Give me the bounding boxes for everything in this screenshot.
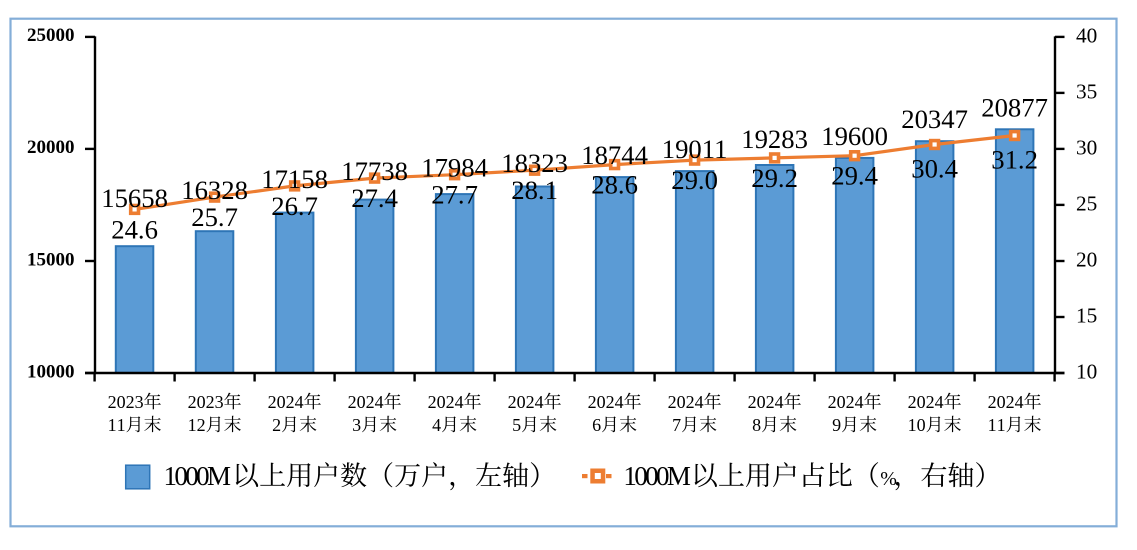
svg-text:7: 7: [672, 415, 681, 435]
svg-text:%: %: [880, 468, 897, 490]
svg-text:25.7: 25.7: [191, 202, 238, 232]
svg-text:25000: 25000: [27, 25, 75, 46]
svg-text:2024: 2024: [668, 392, 704, 412]
svg-text:2024: 2024: [348, 392, 384, 412]
svg-text:3: 3: [352, 415, 361, 435]
svg-text:29.0: 29.0: [671, 165, 718, 195]
svg-text:28.6: 28.6: [591, 170, 638, 200]
svg-text:17738: 17738: [341, 156, 408, 186]
svg-text:27.7: 27.7: [431, 180, 478, 210]
svg-text:6: 6: [592, 415, 601, 435]
svg-text:2023: 2023: [108, 392, 144, 412]
svg-text:2024: 2024: [748, 392, 784, 412]
svg-text:15: 15: [1076, 304, 1097, 328]
svg-text:8: 8: [752, 415, 761, 435]
svg-text:17984: 17984: [421, 153, 488, 183]
svg-text:25: 25: [1076, 191, 1097, 215]
svg-text:5: 5: [512, 415, 521, 435]
svg-text:29.4: 29.4: [831, 161, 878, 191]
svg-text:20877: 20877: [981, 92, 1048, 122]
svg-text:17158: 17158: [261, 164, 328, 194]
svg-text:28.1: 28.1: [511, 175, 558, 205]
svg-text:2024: 2024: [268, 392, 304, 412]
svg-text:15658: 15658: [101, 183, 168, 213]
svg-text:29.2: 29.2: [751, 163, 798, 193]
svg-text:1000M: 1000M: [164, 461, 232, 491]
svg-text:27.4: 27.4: [351, 183, 398, 213]
svg-text:20: 20: [1076, 248, 1097, 272]
svg-text:15000: 15000: [27, 249, 75, 270]
svg-text:9: 9: [832, 415, 841, 435]
svg-text:20347: 20347: [901, 104, 968, 134]
svg-text:1000M: 1000M: [623, 461, 691, 491]
svg-text:2024: 2024: [988, 392, 1024, 412]
svg-text:11: 11: [108, 415, 126, 435]
svg-text:2024: 2024: [908, 392, 944, 412]
svg-text:30.4: 30.4: [911, 154, 958, 184]
svg-text:16328: 16328: [181, 175, 248, 205]
svg-text:18323: 18323: [501, 148, 568, 178]
svg-text:35: 35: [1076, 79, 1097, 103]
svg-text:2024: 2024: [828, 392, 864, 412]
svg-text:10: 10: [1076, 360, 1097, 384]
svg-text:2: 2: [272, 415, 281, 435]
svg-text:11: 11: [988, 415, 1006, 435]
svg-text:10: 10: [908, 415, 926, 435]
svg-text:2024: 2024: [588, 392, 624, 412]
svg-text:19283: 19283: [741, 124, 808, 154]
svg-text:12: 12: [188, 415, 206, 435]
svg-text:2023: 2023: [188, 392, 224, 412]
svg-text:30: 30: [1076, 135, 1097, 159]
svg-text:18744: 18744: [581, 140, 648, 170]
svg-text:20000: 20000: [27, 137, 75, 158]
svg-text:10000: 10000: [27, 361, 75, 382]
svg-text:26.7: 26.7: [271, 191, 318, 221]
svg-text:31.2: 31.2: [991, 145, 1038, 175]
svg-text:4: 4: [432, 415, 441, 435]
svg-text:2024: 2024: [428, 392, 464, 412]
svg-text:24.6: 24.6: [111, 214, 158, 244]
svg-text:19011: 19011: [662, 134, 728, 164]
svg-text:19600: 19600: [821, 121, 888, 151]
svg-text:2024: 2024: [508, 392, 544, 412]
svg-text:40: 40: [1076, 23, 1097, 47]
